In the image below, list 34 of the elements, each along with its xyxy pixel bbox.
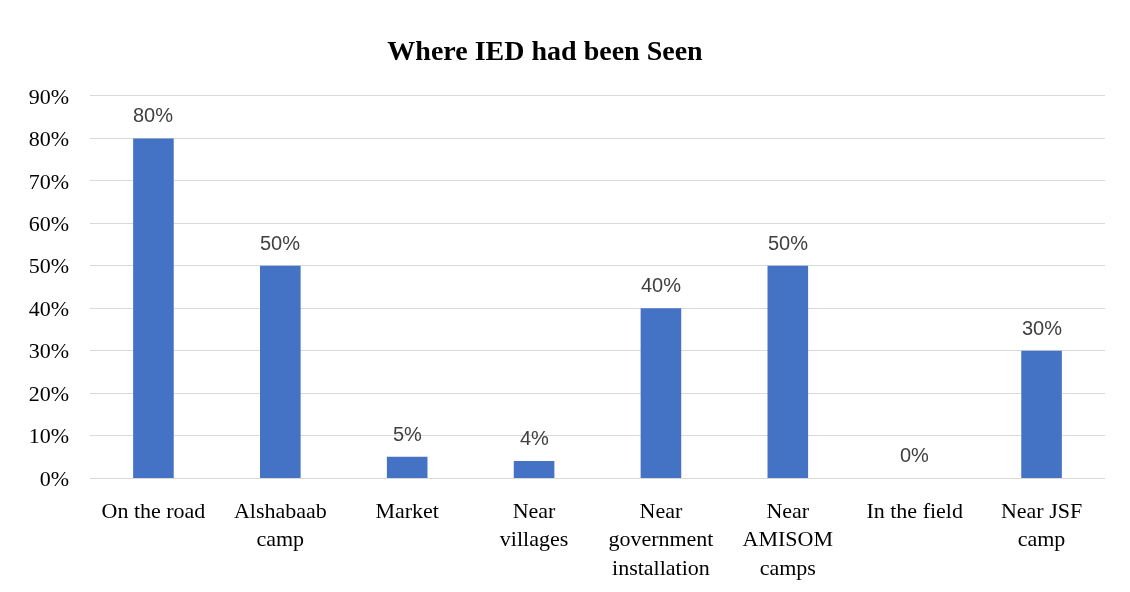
bar bbox=[767, 265, 809, 478]
y-tick-label: 70% bbox=[28, 168, 69, 194]
data-label: 40% bbox=[641, 274, 682, 296]
data-label: 5% bbox=[393, 423, 423, 445]
data-label: 4% bbox=[520, 427, 550, 449]
x-tick-label: Near JSF camp bbox=[1000, 497, 1083, 552]
x-tick-label: Market bbox=[375, 497, 439, 523]
x-tick-label: In the field bbox=[866, 497, 963, 523]
chart-title: Where IED had been Seen bbox=[387, 34, 704, 66]
data-label: 50% bbox=[260, 232, 301, 254]
y-tick-label: 80% bbox=[28, 126, 69, 152]
x-tick-label: Near AMISOM camps bbox=[742, 497, 834, 580]
data-label: 50% bbox=[768, 232, 809, 254]
x-tick-label: On the road bbox=[101, 497, 206, 523]
y-tick-label: 20% bbox=[28, 380, 69, 406]
bar bbox=[513, 461, 555, 478]
y-tick-label: 10% bbox=[28, 423, 69, 449]
x-tick-label: Alshabaab camp bbox=[233, 497, 327, 552]
y-tick-label: 90% bbox=[28, 83, 69, 109]
bar bbox=[640, 308, 682, 478]
data-label: 30% bbox=[1022, 317, 1063, 339]
y-tick-label: 60% bbox=[28, 211, 69, 237]
bar bbox=[1021, 350, 1062, 478]
bar bbox=[260, 265, 301, 478]
y-tick-label: 40% bbox=[28, 295, 69, 321]
data-label: 0% bbox=[900, 444, 930, 466]
data-label: 80% bbox=[133, 104, 174, 126]
bar bbox=[133, 138, 174, 478]
y-tick-label: 50% bbox=[28, 253, 69, 279]
bar bbox=[386, 456, 428, 478]
x-tick-label: Near villages bbox=[499, 497, 569, 552]
y-tick-label: 30% bbox=[28, 338, 69, 364]
y-tick-label: 0% bbox=[39, 465, 69, 491]
x-tick-label: Near government installation bbox=[608, 497, 714, 580]
